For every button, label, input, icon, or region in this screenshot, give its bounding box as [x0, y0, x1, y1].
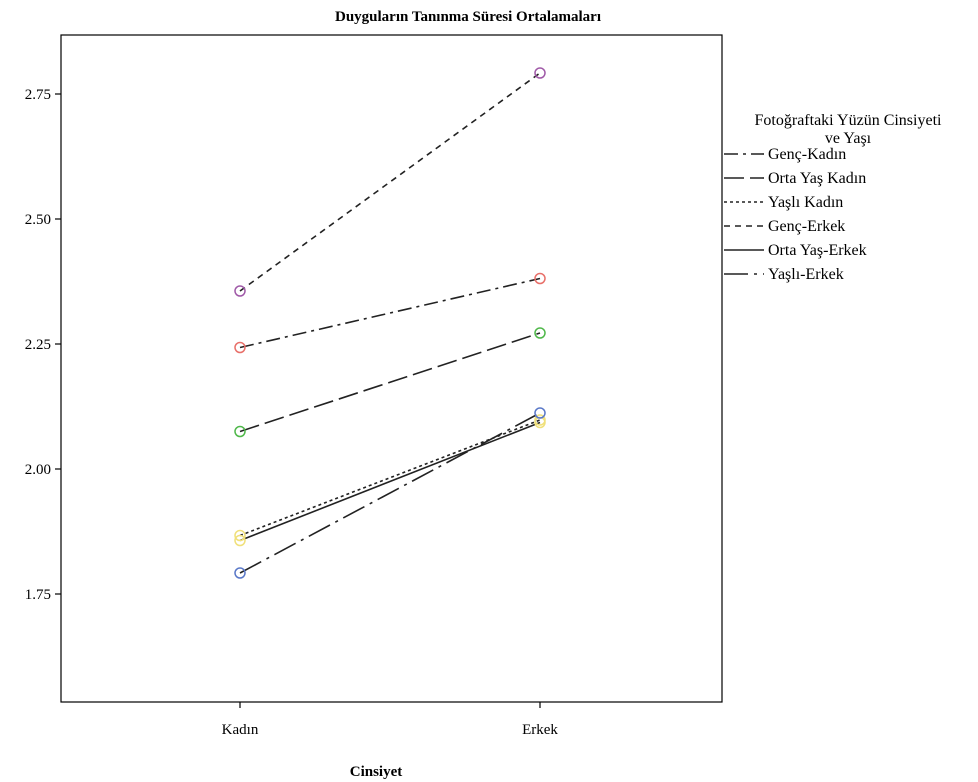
data-point: [234, 425, 246, 438]
series-markers: [234, 67, 546, 579]
data-point: [234, 341, 246, 354]
series-line: [239, 72, 541, 292]
data-point: [534, 67, 546, 79]
data-point: [234, 567, 246, 579]
legend-label: Genç-Kadın: [768, 146, 846, 163]
y-tick-label: 2.25: [25, 337, 51, 353]
series-lines: [239, 72, 541, 574]
data-point: [534, 272, 546, 285]
series-line: [239, 277, 541, 349]
legend-label: Yaşlı Kadın: [768, 194, 843, 211]
series-line: [239, 421, 541, 542]
data-point: [534, 327, 546, 339]
x-axis-title: Cinsiyet: [350, 764, 403, 780]
y-tick-label: 2.50: [25, 212, 51, 228]
series-line: [239, 412, 541, 574]
x-tick-label: Erkek: [522, 722, 558, 738]
data-point: [234, 529, 246, 542]
data-point: [534, 407, 546, 419]
y-axis: 1.75 2.00 2.25 2.50 2.75: [25, 87, 61, 603]
data-point: [234, 534, 246, 547]
series-line: [239, 332, 541, 433]
data-point: [234, 285, 246, 297]
legend-title: ve Yaşı: [825, 130, 872, 147]
y-tick-label: 2.75: [25, 87, 51, 103]
y-tick-label: 1.75: [25, 587, 51, 603]
legend-title: Fotoğraftaki Yüzün Cinsiyeti: [755, 112, 942, 129]
chart-title: Duyguların Tanınma Süresi Ortalamaları: [335, 9, 601, 25]
legend-label: Orta Yaş Kadın: [768, 170, 866, 187]
legend-label: Genç-Erkek: [768, 218, 845, 235]
legend-label: Orta Yaş-Erkek: [768, 242, 867, 259]
legend-label: Yaşlı-Erkek: [768, 266, 844, 283]
x-axis: Kadın Erkek: [222, 702, 558, 738]
x-tick-label: Kadın: [222, 722, 259, 738]
y-tick-label: 2.00: [25, 462, 51, 478]
plot-area: [60, 34, 723, 703]
